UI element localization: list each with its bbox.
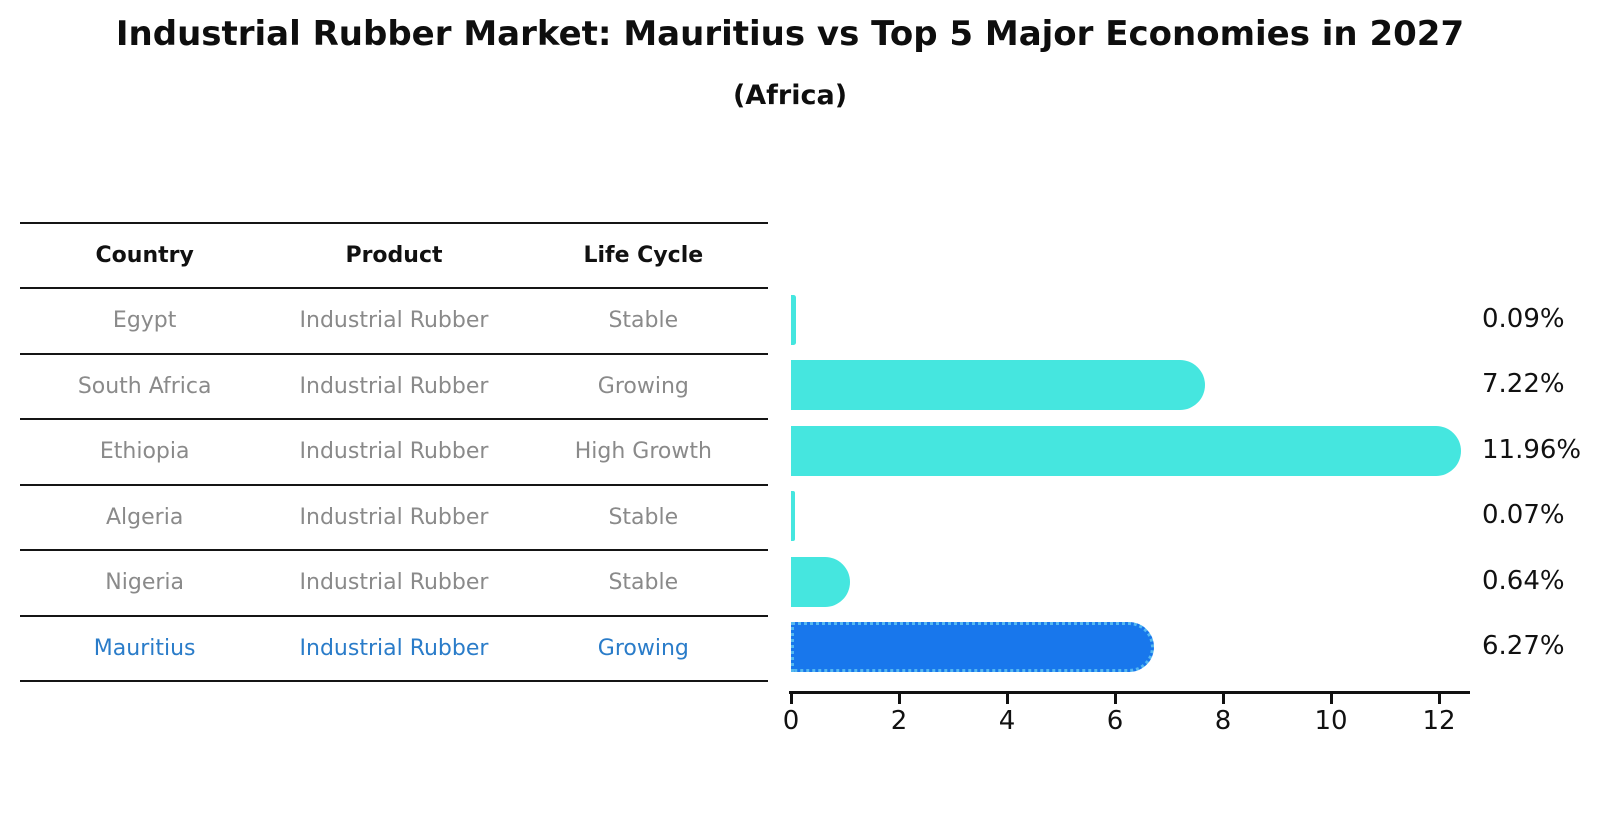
x-axis-tick-label: 6 (1106, 706, 1124, 736)
chart-subtitle: (Africa) (732, 80, 848, 111)
bar-value-label: 7.22% (1482, 369, 1565, 400)
cell-country: Ethiopia (99, 439, 190, 465)
bar-south-africa (791, 360, 1205, 411)
table-row: Algeria Industrial Rubber Stable (20, 486, 768, 551)
table-body: Egypt Industrial Rubber Stable South Africa… (20, 289, 768, 682)
x-axis-tick (1222, 694, 1225, 704)
table-row: Egypt Industrial Rubber Stable (20, 289, 768, 355)
bar-value-label: 0.64% (1482, 565, 1565, 596)
cell-product: Industrial Rubber (299, 308, 489, 334)
table-header-life-cycle: Life Cycle (583, 243, 704, 268)
cell-product: Industrial Rubber (299, 373, 489, 399)
cell-country: Egypt (112, 308, 177, 334)
cell-life-cycle: Stable (608, 504, 679, 530)
x-axis-tick-label: 0 (782, 706, 800, 736)
table-header-product: Product (345, 243, 443, 268)
cell-product: Industrial Rubber (299, 635, 489, 661)
x-axis-tick (1330, 694, 1333, 704)
bar-ethiopia (791, 425, 1461, 476)
x-axis-tick (1114, 694, 1117, 704)
table-header-row: Country Product Life Cycle (20, 224, 768, 289)
x-axis-tick (1006, 694, 1009, 704)
bar-highlight-mauritius (791, 622, 1154, 673)
table-row: Nigeria Industrial Rubber Stable (20, 551, 768, 617)
cell-country: Mauritius (93, 635, 196, 661)
cell-product: Industrial Rubber (299, 570, 489, 596)
cell-life-cycle: Growing (597, 373, 689, 399)
cell-life-cycle: Stable (608, 570, 679, 596)
table-header-country: Country (95, 243, 194, 268)
bar-nigeria (791, 556, 850, 607)
bar-value-label: 6.27% (1482, 631, 1565, 662)
cell-country: South Africa (77, 373, 212, 399)
country-table: Country Product Life Cycle Egypt Industri… (20, 222, 768, 682)
x-axis-tick (1438, 694, 1441, 704)
cell-life-cycle: High Growth (574, 439, 712, 465)
table-row: South Africa Industrial Rubber Growing (20, 355, 768, 420)
x-axis-tick-label: 8 (1214, 706, 1232, 736)
x-axis-tick-label: 2 (890, 706, 908, 736)
x-axis-line (789, 691, 1470, 694)
cell-product: Industrial Rubber (299, 504, 489, 530)
cell-country: Nigeria (105, 570, 185, 596)
x-axis-tick-label: 10 (1314, 706, 1348, 736)
cell-life-cycle: Growing (597, 635, 689, 661)
bar-value-label: 0.07% (1482, 500, 1565, 531)
chart-title: Industrial Rubber Market: Mauritius vs T… (115, 14, 1465, 54)
cell-product: Industrial Rubber (299, 439, 489, 465)
x-axis-tick-label: 12 (1422, 706, 1456, 736)
cell-country: Algeria (106, 504, 184, 530)
bar-egypt (791, 294, 796, 345)
table-row: Mauritius Industrial Rubber Growing (20, 617, 768, 682)
table-row: Ethiopia Industrial Rubber High Growth (20, 420, 768, 486)
cell-life-cycle: Stable (608, 308, 679, 334)
bar-algeria (791, 491, 795, 542)
bar-value-label: 11.96% (1482, 434, 1582, 465)
x-axis-tick (898, 694, 901, 704)
x-axis-tick-label: 4 (998, 706, 1016, 736)
x-axis-tick (790, 694, 793, 704)
bar-value-label: 0.09% (1482, 303, 1565, 334)
